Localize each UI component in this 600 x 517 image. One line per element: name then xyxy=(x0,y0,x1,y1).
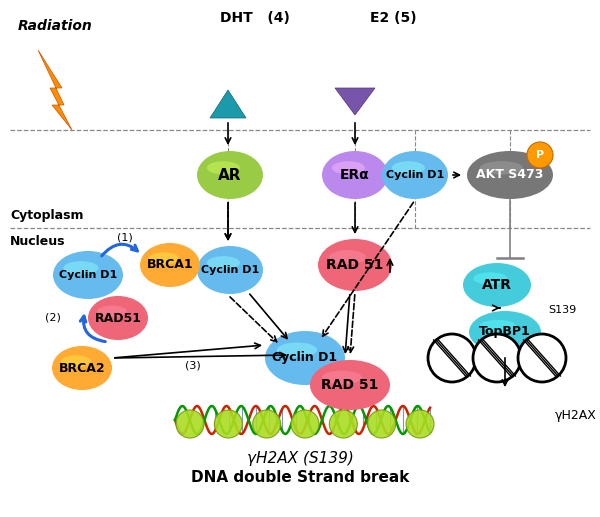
Text: TopBP1: TopBP1 xyxy=(479,326,531,339)
Text: (3): (3) xyxy=(185,360,201,370)
Text: DNA double Strand break: DNA double Strand break xyxy=(191,470,409,485)
Text: γH2AX (S139): γH2AX (S139) xyxy=(247,450,353,465)
Text: P: P xyxy=(536,150,544,160)
Polygon shape xyxy=(210,90,246,118)
Text: Cyclin D1: Cyclin D1 xyxy=(201,265,259,275)
Text: Cytoplasm: Cytoplasm xyxy=(10,209,83,222)
Ellipse shape xyxy=(480,161,523,174)
Text: Cyclin D1: Cyclin D1 xyxy=(386,170,444,180)
Ellipse shape xyxy=(277,342,317,357)
Ellipse shape xyxy=(265,331,345,385)
Circle shape xyxy=(253,410,281,438)
Text: RAD 51: RAD 51 xyxy=(322,378,379,392)
Text: Nucleus: Nucleus xyxy=(10,235,65,248)
Ellipse shape xyxy=(207,161,240,174)
Ellipse shape xyxy=(197,246,263,294)
Ellipse shape xyxy=(480,320,516,331)
Ellipse shape xyxy=(64,261,98,275)
Text: Cyclin D1: Cyclin D1 xyxy=(272,352,338,364)
Text: (2): (2) xyxy=(45,312,61,322)
Text: BRCA2: BRCA2 xyxy=(59,361,106,374)
Circle shape xyxy=(368,410,395,438)
Text: RAD51: RAD51 xyxy=(95,312,142,325)
Text: Radiation: Radiation xyxy=(17,19,92,33)
Circle shape xyxy=(329,410,358,438)
Ellipse shape xyxy=(197,151,263,199)
Ellipse shape xyxy=(97,306,127,317)
Circle shape xyxy=(527,142,553,168)
Ellipse shape xyxy=(52,346,112,390)
Text: E2 (5): E2 (5) xyxy=(370,11,416,25)
Text: BRCA1: BRCA1 xyxy=(146,258,193,271)
Ellipse shape xyxy=(88,296,148,340)
Ellipse shape xyxy=(207,256,240,269)
Text: DHT   (4): DHT (4) xyxy=(220,11,290,25)
Ellipse shape xyxy=(61,355,91,368)
Circle shape xyxy=(214,410,242,438)
Text: γH2AX: γH2AX xyxy=(555,408,597,421)
Circle shape xyxy=(518,334,566,382)
Ellipse shape xyxy=(382,151,448,199)
Circle shape xyxy=(176,410,204,438)
Text: AR: AR xyxy=(218,168,242,183)
Ellipse shape xyxy=(463,263,531,307)
Circle shape xyxy=(473,334,521,382)
Ellipse shape xyxy=(392,161,425,174)
Ellipse shape xyxy=(322,371,362,384)
Circle shape xyxy=(406,410,434,438)
Text: RAD 51: RAD 51 xyxy=(326,258,383,272)
Ellipse shape xyxy=(467,151,553,199)
Ellipse shape xyxy=(318,239,392,291)
Ellipse shape xyxy=(332,161,365,174)
Ellipse shape xyxy=(469,311,541,353)
Text: ATR: ATR xyxy=(482,278,512,292)
Ellipse shape xyxy=(329,250,366,264)
Circle shape xyxy=(291,410,319,438)
Ellipse shape xyxy=(322,151,388,199)
Text: S139: S139 xyxy=(548,305,576,315)
Text: Cyclin D1: Cyclin D1 xyxy=(59,270,117,280)
Text: ERα: ERα xyxy=(340,168,370,182)
Ellipse shape xyxy=(149,252,179,265)
Ellipse shape xyxy=(53,251,123,299)
Text: (1): (1) xyxy=(117,232,133,242)
Ellipse shape xyxy=(310,360,390,410)
Ellipse shape xyxy=(473,272,507,284)
Polygon shape xyxy=(38,50,72,130)
Circle shape xyxy=(428,334,476,382)
Text: AKT S473: AKT S473 xyxy=(476,169,544,181)
Polygon shape xyxy=(335,88,375,115)
Ellipse shape xyxy=(140,243,200,287)
